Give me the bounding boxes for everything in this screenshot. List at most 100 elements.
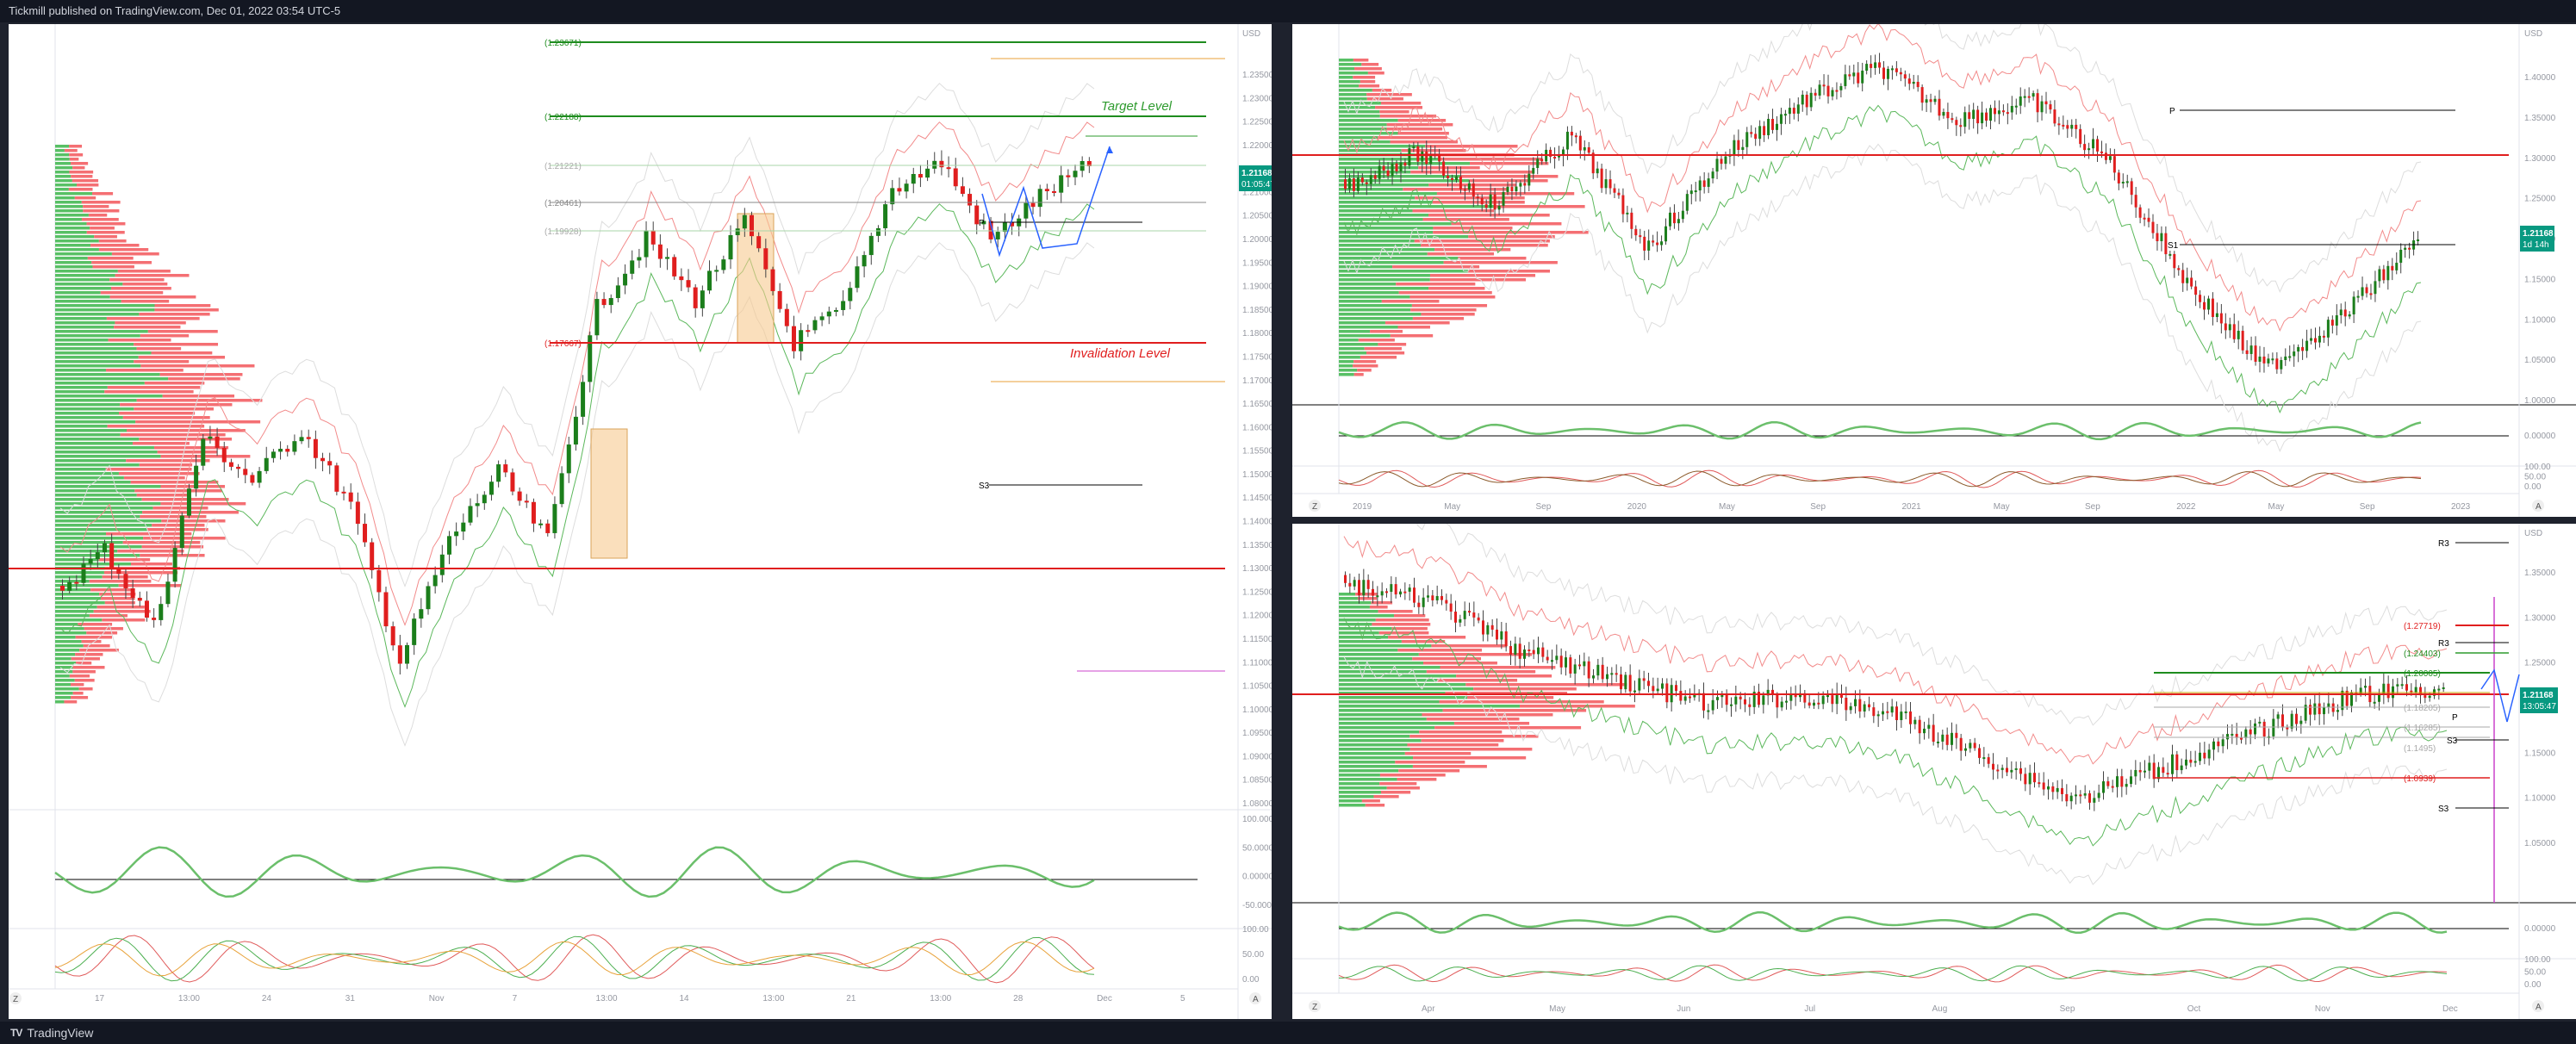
candle-body bbox=[855, 266, 860, 289]
candle-body bbox=[1702, 180, 1706, 187]
candle-body bbox=[1376, 595, 1379, 598]
volume-bar bbox=[1339, 209, 1413, 213]
right-bottom-chart-panel[interactable]: R3 (1.27719) R3 (1.24403) (1.20005) (1.1… bbox=[1292, 524, 2576, 1019]
volume-bar bbox=[1468, 235, 1555, 239]
volume-bar bbox=[55, 537, 144, 540]
volume-bar bbox=[1439, 158, 1543, 161]
volume-bar bbox=[1339, 674, 1457, 678]
candle-body bbox=[341, 491, 346, 494]
a-button[interactable] bbox=[2532, 500, 2544, 512]
brand-name[interactable]: TradingView bbox=[27, 1026, 94, 1040]
candle-body bbox=[2335, 315, 2338, 326]
volume-bar bbox=[1339, 644, 1432, 648]
candle-body bbox=[848, 288, 853, 301]
candle-body bbox=[2010, 769, 2013, 773]
candle-body bbox=[2151, 221, 2155, 233]
candle-body bbox=[2235, 733, 2238, 738]
candle-body bbox=[1942, 111, 1945, 116]
candle-body bbox=[250, 475, 255, 483]
volume-bar bbox=[1339, 227, 1434, 230]
stochastic-lines bbox=[54, 934, 1095, 984]
candle-body bbox=[1606, 674, 1608, 680]
volume-bar bbox=[1436, 192, 1575, 196]
axis-tick-label: -50.00000 bbox=[1242, 901, 1272, 910]
time-tick-label: Dec bbox=[2442, 1004, 2458, 1014]
volume-bar bbox=[55, 631, 87, 635]
candle-body bbox=[2262, 356, 2266, 364]
candle-body bbox=[707, 270, 712, 291]
candle-body bbox=[1863, 704, 1866, 712]
candle-body bbox=[784, 308, 789, 326]
candle-body bbox=[2070, 124, 2074, 129]
candle-body bbox=[313, 438, 318, 458]
candle-body bbox=[159, 604, 164, 620]
volume-bar bbox=[1339, 761, 1396, 764]
volume-bar bbox=[93, 610, 151, 613]
volume-bar bbox=[55, 515, 140, 519]
volume-bar bbox=[1339, 67, 1354, 71]
candle-body bbox=[74, 581, 79, 584]
candle-body bbox=[2075, 794, 2077, 797]
candle-body bbox=[1639, 235, 1642, 238]
candle-body bbox=[1348, 582, 1352, 587]
candle-body bbox=[1679, 691, 1683, 701]
candle-body bbox=[2305, 340, 2309, 351]
volume-bar bbox=[55, 494, 137, 497]
volume-bar bbox=[1339, 218, 1423, 221]
pivot-label: P bbox=[2452, 713, 2458, 723]
candle-body bbox=[109, 543, 115, 569]
volume-bar bbox=[75, 636, 113, 639]
volume-bar bbox=[83, 209, 120, 213]
z-button[interactable] bbox=[9, 992, 22, 1004]
candle-body bbox=[1447, 175, 1450, 178]
candle-body bbox=[271, 451, 276, 458]
right-top-chart-canvas[interactable]: P S1 1.400001.350001.300001.250001.20000… bbox=[1292, 24, 2576, 517]
candle-body bbox=[2288, 356, 2292, 358]
candle-body bbox=[2024, 774, 2027, 785]
volume-bar bbox=[1339, 140, 1391, 144]
candle-body bbox=[2173, 253, 2176, 269]
volume-bar bbox=[55, 183, 78, 187]
volume-bar bbox=[1339, 300, 1382, 303]
time-tick-label: Nov bbox=[2315, 1004, 2330, 1014]
candle-body bbox=[1600, 168, 1603, 189]
axis-tick-label: 1.11000 bbox=[1242, 658, 1272, 668]
right-bottom-chart-canvas[interactable]: R3 (1.27719) R3 (1.24403) (1.20005) (1.1… bbox=[1292, 524, 2576, 1019]
volume-bar bbox=[1434, 248, 1511, 252]
time-tick-label: Sep bbox=[1536, 502, 1552, 512]
candle-body bbox=[327, 461, 333, 466]
candle-body bbox=[1427, 595, 1429, 598]
volume-bar bbox=[1339, 231, 1434, 234]
candle-body bbox=[1360, 177, 1364, 183]
candle-body bbox=[130, 587, 135, 598]
candle-body bbox=[1929, 99, 1932, 103]
left-chart-canvas[interactable]: (1.23671) (1.22188) (1.21221) (1.20461) … bbox=[9, 24, 1272, 1019]
candle-body bbox=[883, 204, 888, 228]
volume-bar bbox=[71, 162, 89, 165]
candle-body bbox=[1844, 74, 1847, 86]
axis-tick-label: 50.00 bbox=[2524, 473, 2546, 482]
volume-bar bbox=[1339, 179, 1470, 183]
volume-bar bbox=[1339, 640, 1402, 643]
volume-bar bbox=[152, 524, 205, 527]
left-chart-panel[interactable]: (1.23671) (1.22188) (1.21221) (1.20461) … bbox=[9, 24, 1272, 1019]
a-button[interactable] bbox=[2532, 1000, 2544, 1012]
z-button[interactable] bbox=[1309, 500, 1321, 512]
candle-body bbox=[2249, 729, 2252, 735]
time-tick-label: Apr bbox=[1422, 1004, 1435, 1014]
a-button[interactable] bbox=[1249, 992, 1261, 1004]
z-button[interactable] bbox=[1309, 1000, 1321, 1012]
volume-bar bbox=[55, 201, 82, 204]
axis-tick-label: 1.21000 bbox=[1242, 188, 1272, 197]
volume-bar bbox=[160, 485, 226, 488]
candle-body bbox=[2010, 106, 2013, 113]
volume-bar bbox=[74, 679, 95, 682]
candle-body bbox=[397, 645, 402, 664]
volume-bar bbox=[69, 171, 94, 174]
volume-bar bbox=[1339, 196, 1416, 200]
candle-body bbox=[1472, 612, 1476, 618]
right-top-chart-panel[interactable]: P S1 1.400001.350001.300001.250001.20000… bbox=[1292, 24, 2576, 517]
volume-bar bbox=[1339, 709, 1443, 712]
volume-bar bbox=[90, 244, 140, 247]
candle-body bbox=[1858, 699, 1862, 712]
